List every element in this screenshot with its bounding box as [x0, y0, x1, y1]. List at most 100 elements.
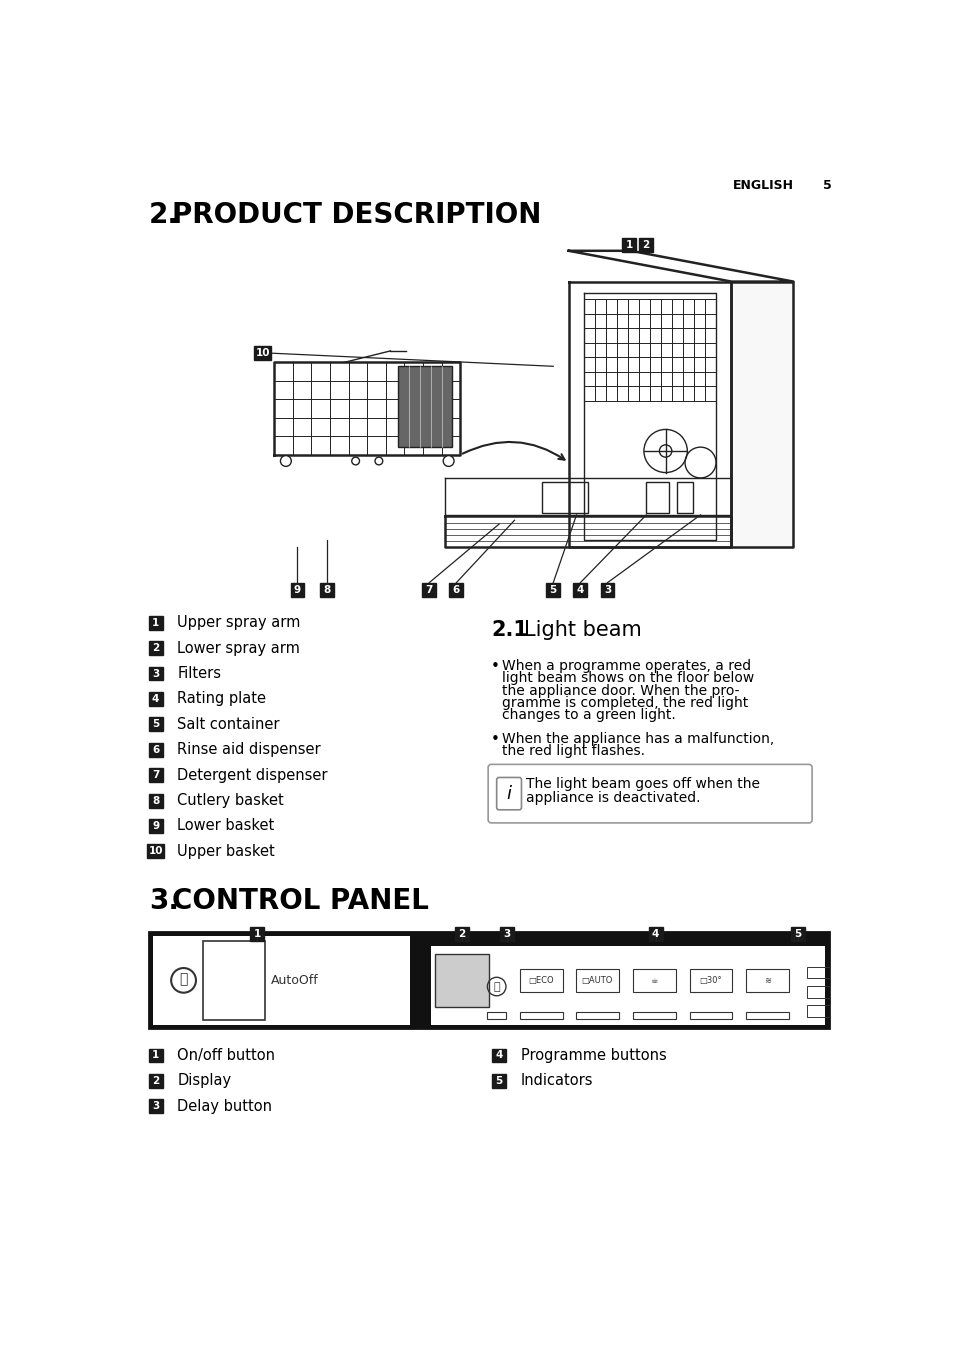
- Text: Detergent dispenser: Detergent dispenser: [177, 768, 328, 783]
- Text: light beam shows on the floor below: light beam shows on the floor below: [501, 671, 754, 685]
- Text: 2.1: 2.1: [491, 621, 528, 641]
- Bar: [455, 927, 468, 941]
- Bar: [149, 742, 162, 757]
- Bar: [149, 641, 162, 654]
- Bar: [149, 667, 162, 680]
- Text: 5: 5: [495, 1076, 502, 1086]
- Bar: [546, 583, 559, 596]
- Text: 2.: 2.: [149, 200, 178, 228]
- Text: Light beam: Light beam: [523, 621, 640, 641]
- Bar: [790, 927, 804, 941]
- Text: 2: 2: [152, 644, 159, 653]
- Text: Lower basket: Lower basket: [177, 818, 274, 833]
- Text: i: i: [506, 784, 511, 803]
- Bar: [397, 366, 452, 448]
- Text: Rinse aid dispenser: Rinse aid dispenser: [177, 742, 320, 757]
- Bar: [499, 927, 513, 941]
- Bar: [147, 845, 164, 859]
- Bar: [149, 768, 162, 781]
- Bar: [599, 583, 614, 596]
- Text: 7: 7: [152, 771, 159, 780]
- Bar: [689, 969, 732, 992]
- Text: the red light flashes.: the red light flashes.: [501, 745, 644, 758]
- Bar: [431, 936, 824, 1025]
- Text: Indicators: Indicators: [520, 1073, 593, 1088]
- Text: 9: 9: [152, 821, 159, 831]
- Text: CONTROL PANEL: CONTROL PANEL: [172, 887, 429, 915]
- Circle shape: [443, 456, 454, 466]
- Text: ⌛: ⌛: [493, 982, 499, 991]
- Text: 1: 1: [625, 239, 632, 250]
- Bar: [203, 941, 265, 1019]
- Text: gramme is completed, the red light: gramme is completed, the red light: [501, 696, 747, 710]
- Bar: [149, 615, 162, 630]
- Text: changes to a green light.: changes to a green light.: [501, 708, 675, 722]
- Text: 6: 6: [453, 584, 459, 595]
- Text: 5: 5: [549, 584, 557, 595]
- Text: 2: 2: [457, 929, 465, 938]
- Bar: [149, 1073, 162, 1088]
- Text: Rating plate: Rating plate: [177, 691, 266, 707]
- Text: The light beam goes off when the: The light beam goes off when the: [525, 776, 760, 791]
- Text: 10: 10: [149, 846, 163, 856]
- Text: Salt container: Salt container: [177, 717, 279, 731]
- Text: 1: 1: [152, 1051, 159, 1060]
- Text: the appliance door. When the pro-: the appliance door. When the pro-: [501, 684, 739, 698]
- Bar: [149, 933, 828, 1029]
- Text: ≋: ≋: [762, 976, 770, 984]
- Text: When a programme operates, a red: When a programme operates, a red: [501, 658, 750, 673]
- Bar: [745, 969, 788, 992]
- Text: 5: 5: [822, 178, 831, 192]
- Text: 9: 9: [294, 584, 301, 595]
- Bar: [422, 583, 436, 596]
- Text: □AUTO: □AUTO: [581, 976, 613, 984]
- Text: 8: 8: [152, 795, 159, 806]
- Bar: [152, 936, 410, 1025]
- Text: 2: 2: [642, 239, 649, 250]
- Bar: [319, 583, 334, 596]
- Bar: [431, 936, 824, 946]
- Bar: [149, 819, 162, 833]
- Polygon shape: [444, 479, 731, 515]
- Bar: [621, 238, 636, 251]
- Circle shape: [352, 457, 359, 465]
- Bar: [806, 986, 829, 998]
- Bar: [519, 1011, 562, 1019]
- Bar: [291, 583, 304, 596]
- Text: Programme buttons: Programme buttons: [520, 1048, 666, 1063]
- Text: 1: 1: [152, 618, 159, 627]
- Bar: [250, 927, 264, 941]
- Text: ☕: ☕: [650, 976, 657, 984]
- Text: 4: 4: [651, 929, 659, 938]
- Text: •: •: [491, 658, 499, 673]
- Bar: [253, 346, 271, 360]
- Text: 10: 10: [255, 349, 270, 358]
- Bar: [149, 794, 162, 807]
- Bar: [806, 1006, 829, 1017]
- Text: 2: 2: [152, 1076, 159, 1086]
- Bar: [639, 238, 653, 251]
- Text: 5: 5: [152, 719, 159, 729]
- Bar: [149, 692, 162, 706]
- Text: Filters: Filters: [177, 667, 221, 681]
- Text: 3: 3: [152, 1102, 159, 1111]
- Bar: [149, 1049, 162, 1063]
- Text: ⏻: ⏻: [179, 972, 188, 986]
- Polygon shape: [568, 281, 731, 548]
- Text: On/off button: On/off button: [177, 1048, 275, 1063]
- Text: □ECO: □ECO: [527, 976, 553, 984]
- Text: 3.: 3.: [149, 887, 178, 915]
- Bar: [149, 1099, 162, 1113]
- Polygon shape: [444, 516, 731, 548]
- Text: •: •: [491, 731, 499, 748]
- Text: Delay button: Delay button: [177, 1099, 273, 1114]
- Text: 5: 5: [794, 929, 801, 938]
- Bar: [492, 1049, 505, 1063]
- Bar: [677, 481, 692, 512]
- Bar: [633, 969, 675, 992]
- Text: Display: Display: [177, 1073, 232, 1088]
- Text: 8: 8: [323, 584, 331, 595]
- Text: 4: 4: [495, 1051, 502, 1060]
- Bar: [645, 481, 669, 512]
- Polygon shape: [731, 281, 793, 548]
